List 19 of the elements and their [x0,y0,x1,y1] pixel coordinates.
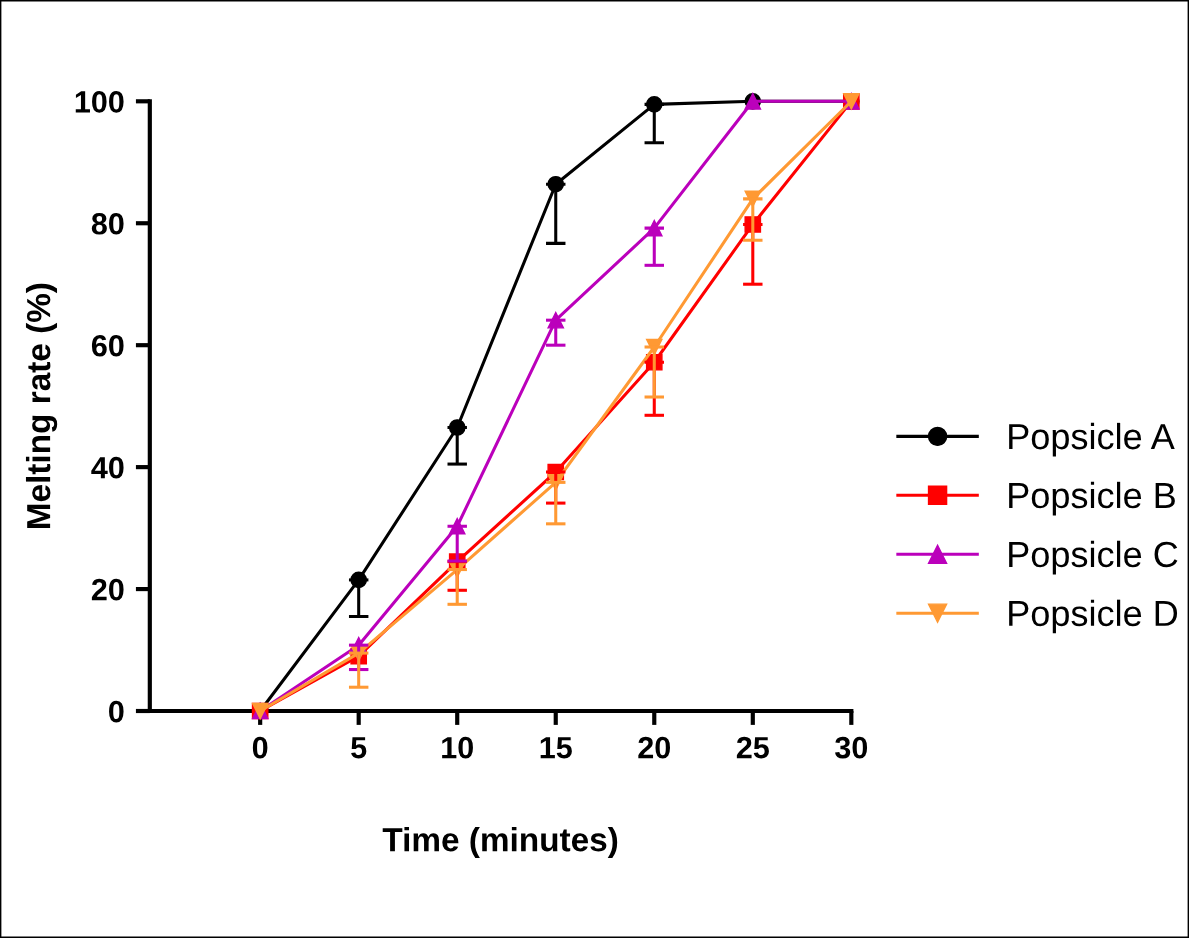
legend-label: Popsicle C [1009,540,1178,575]
y-tick-label: 60 [91,334,124,357]
x-tick-label: 0 [252,736,268,759]
y-tick-label: 0 [109,700,124,723]
y-tick-label: 40 [91,456,124,479]
y-tick-label: 80 [91,212,124,235]
x-tick-label: 10 [442,736,473,759]
legend-label: Popsicle D [1009,599,1178,634]
y-axis-title: Melting rate (%) [25,283,58,528]
x-axis-title: Time (minutes) [382,826,618,859]
legend-label: Popsicle B [1009,481,1175,516]
x-tick-label: 25 [736,736,769,759]
x-tick-label: 30 [835,736,868,759]
y-tick-label: 100 [75,91,124,113]
x-tick-label: 20 [638,736,671,759]
x-tick-label: 5 [351,737,367,759]
x-tick-label: 15 [540,737,572,759]
y-tick-label: 20 [91,578,124,601]
legend-label: Popsicle A [1009,422,1175,457]
